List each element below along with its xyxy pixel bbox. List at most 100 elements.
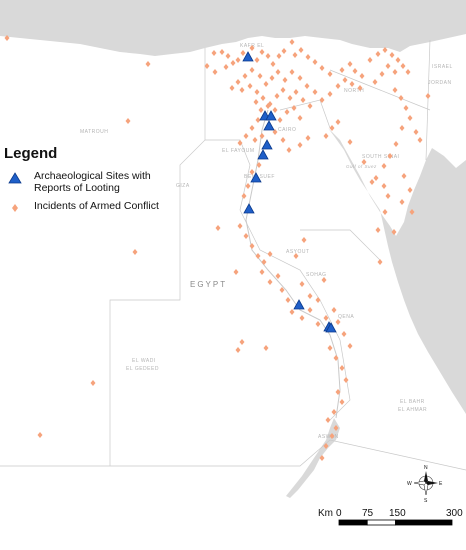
- armed-conflict-marker: [125, 118, 131, 124]
- armed-conflict-marker: [333, 425, 339, 431]
- armed-conflict-marker: [375, 51, 381, 57]
- armed-conflict-marker: [347, 61, 353, 67]
- armed-conflict-marker: [289, 69, 295, 75]
- armed-conflict-marker: [398, 95, 404, 101]
- armed-conflict-marker: [269, 75, 275, 81]
- armed-conflict-marker: [253, 99, 259, 105]
- legend-item-armed-conflict: Incidents of Armed Conflict: [4, 200, 194, 212]
- armed-conflict-marker: [260, 95, 266, 101]
- armed-conflict-marker: [285, 297, 291, 303]
- armed-conflict-marker: [372, 79, 378, 85]
- armed-conflict-marker: [399, 199, 405, 205]
- label-red-sea-2: EL AHMAR: [398, 407, 427, 413]
- armed-conflict-marker: [247, 83, 253, 89]
- label-sohag: SOHAG: [306, 272, 327, 278]
- armed-conflict-marker: [263, 81, 269, 87]
- armed-conflict-marker: [339, 399, 345, 405]
- armed-conflict-marker: [381, 183, 387, 189]
- armed-conflict-marker: [387, 153, 393, 159]
- armed-conflict-marker: [293, 253, 299, 259]
- armed-conflict-marker: [409, 209, 415, 215]
- armed-conflict-marker: [307, 103, 313, 109]
- armed-conflict-marker: [225, 53, 231, 59]
- armed-conflict-marker: [339, 365, 345, 371]
- armed-conflict-marker: [297, 115, 303, 121]
- armed-conflict-marker: [242, 73, 248, 79]
- label-new-valley-2: EL GEDEED: [126, 366, 159, 372]
- archaeological-site-marker: [293, 299, 305, 310]
- armed-conflict-marker: [237, 223, 243, 229]
- armed-conflict-marker: [382, 47, 388, 53]
- scale-tick-150: 150: [389, 508, 406, 519]
- armed-conflict-marker: [327, 71, 333, 77]
- armed-conflict-marker: [307, 293, 313, 299]
- armed-conflict-marker: [319, 65, 325, 71]
- label-giza: GIZA: [176, 183, 190, 189]
- armed-conflict-marker: [392, 69, 398, 75]
- armed-conflict-marker: [280, 87, 286, 93]
- armed-conflict-marker: [245, 183, 251, 189]
- armed-conflict-marker: [335, 83, 341, 89]
- armed-conflict-marker: [301, 237, 307, 243]
- armed-conflict-marker: [307, 307, 313, 313]
- compass-e: E: [439, 481, 443, 487]
- armed-conflict-marker: [329, 433, 335, 439]
- north-arrow: N S E W: [407, 465, 443, 504]
- armed-conflict-marker: [239, 339, 245, 345]
- label-gulf-of-suez: Gulf of Suez: [346, 164, 377, 169]
- armed-conflict-marker: [229, 85, 235, 91]
- armed-conflict-marker: [323, 315, 329, 321]
- archaeological-site-marker: [265, 110, 277, 121]
- armed-conflict-marker: [407, 187, 413, 193]
- armed-conflict-marker: [389, 52, 395, 58]
- archaeological-site-marker: [325, 322, 337, 333]
- legend-label-sites-line2: Reports of Looting: [34, 182, 120, 194]
- legend: Legend Archaeological Sites with Reports…: [4, 145, 194, 218]
- archaeological-site-marker: [242, 51, 254, 62]
- armed-conflict-marker: [270, 61, 276, 67]
- armed-conflict-marker: [280, 137, 286, 143]
- armed-conflict-marker: [249, 169, 255, 175]
- scale-segment: [366, 519, 396, 526]
- armed-conflict-marker: [382, 209, 388, 215]
- armed-conflict-marker: [249, 243, 255, 249]
- armed-conflict-marker: [249, 67, 255, 73]
- label-egypt: EGYPT: [190, 280, 227, 289]
- armed-conflict-marker: [255, 117, 261, 123]
- armed-conflict-marker: [282, 77, 288, 83]
- armed-conflict-marker: [233, 269, 239, 275]
- armed-conflict-marker: [335, 119, 341, 125]
- armed-conflict-marker: [223, 64, 229, 70]
- armed-conflict-marker: [299, 315, 305, 321]
- label-jordan: JORDAN: [428, 80, 452, 86]
- scale-segment: [395, 519, 453, 526]
- armed-conflict-marker: [4, 35, 10, 41]
- armed-conflict-marker: [413, 129, 419, 135]
- armed-conflict-marker: [286, 147, 292, 153]
- armed-conflict-marker: [347, 139, 353, 145]
- label-israel: ISRAEL: [432, 64, 453, 70]
- armed-conflict-marker: [243, 133, 249, 139]
- armed-conflict-marker: [257, 73, 263, 79]
- archaeological-sites-layer: [242, 51, 337, 333]
- armed-conflict-marker: [267, 251, 273, 257]
- armed-conflict-marker: [235, 347, 241, 353]
- armed-conflict-marker: [401, 173, 407, 179]
- armed-conflict-marker: [381, 163, 387, 169]
- armed-conflict-marker: [385, 63, 391, 69]
- place-labels: KAFR EL MATROUH GIZA CAIRO NORTH SOUTH S…: [80, 43, 453, 440]
- armed-conflict-marker: [249, 125, 255, 131]
- armed-conflict-marker: [237, 140, 243, 146]
- armed-conflict-marker: [252, 137, 258, 143]
- blue-triangle-icon: [8, 172, 22, 184]
- armed-conflict-marker: [274, 93, 280, 99]
- label-new-valley-1: EL WADI: [132, 358, 156, 364]
- armed-conflict-marker: [293, 89, 299, 95]
- armed-conflict-marker: [315, 297, 321, 303]
- armed-conflict-marker: [329, 125, 335, 131]
- armed-conflict-marker: [399, 125, 405, 131]
- armed-conflict-marker: [240, 50, 246, 56]
- armed-conflict-marker: [267, 279, 273, 285]
- armed-conflict-marker: [352, 68, 358, 74]
